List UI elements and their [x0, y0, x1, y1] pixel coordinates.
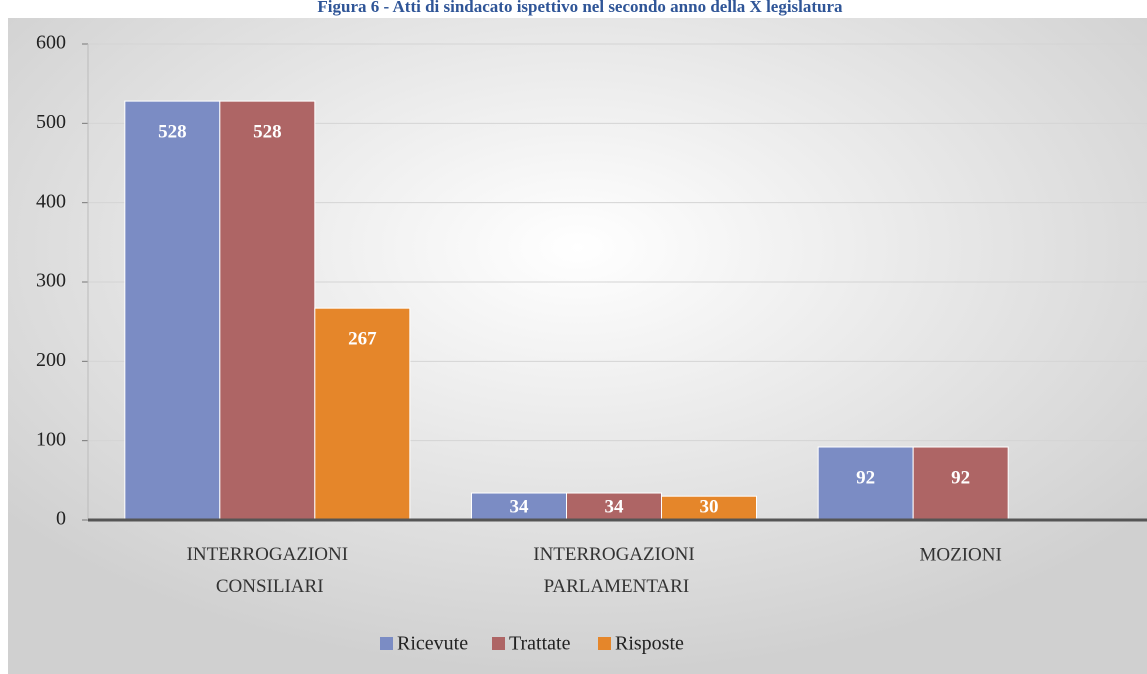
value-label: 267: [348, 329, 377, 350]
y-tick-label: 0: [56, 508, 66, 530]
legend-swatch: [598, 637, 611, 650]
bar: [912, 446, 1009, 521]
bar: [314, 307, 411, 521]
x-tick-label: INTERROGAZIONI CONSILIARI: [187, 544, 348, 597]
y-tick-label: 500: [36, 111, 66, 133]
value-label: 34: [510, 496, 530, 517]
y-tick-label: 400: [36, 190, 66, 212]
value-label: 528: [158, 121, 187, 142]
y-tick-label: 300: [36, 270, 66, 292]
value-label: 528: [253, 121, 282, 142]
bar: [124, 100, 221, 521]
y-tick-label: 600: [36, 32, 66, 54]
legend-label: Ricevute: [397, 633, 468, 655]
value-label: 30: [700, 496, 719, 517]
bar: [471, 492, 567, 521]
value-label: 34: [605, 496, 625, 517]
x-tick-label: MOZIONI: [920, 544, 1002, 565]
bar: [219, 100, 316, 521]
chart-title: Figura 6 - Atti di sindacato ispettivo n…: [317, 0, 843, 16]
value-label: 92: [951, 467, 970, 488]
y-tick-label: 100: [36, 428, 66, 450]
y-tick-label: 200: [36, 349, 66, 371]
x-tick-label: INTERROGAZIONI PARLAMENTARI: [533, 544, 694, 597]
legend-label: Trattate: [509, 633, 571, 655]
legend-swatch: [380, 637, 393, 650]
value-label: 92: [856, 467, 875, 488]
legend-label: Risposte: [615, 633, 684, 655]
legend-swatch: [492, 637, 505, 650]
